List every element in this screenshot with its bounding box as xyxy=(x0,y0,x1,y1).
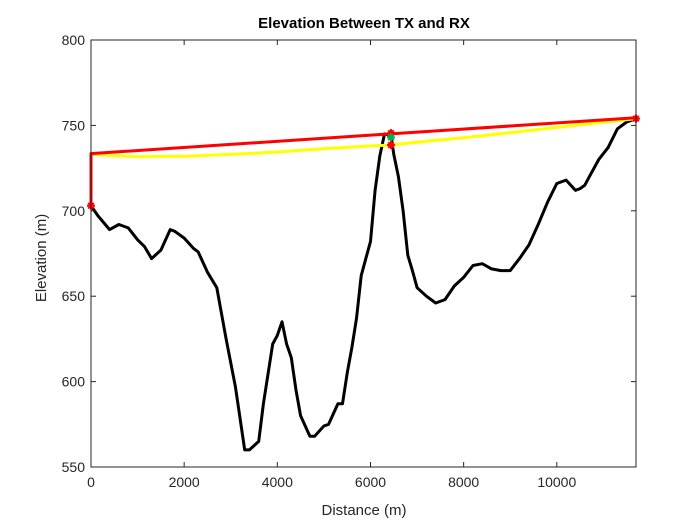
x-tick-label: 4000 xyxy=(262,474,293,490)
x-tick-label: 8000 xyxy=(448,474,479,490)
series-line-1 xyxy=(89,117,638,159)
chart-title: Elevation Between TX and RX xyxy=(258,15,470,32)
series-line-3 xyxy=(89,116,638,156)
x-tick-label: 0 xyxy=(87,474,95,490)
y-tick-label: 600 xyxy=(62,374,86,390)
x-tick-label: 2000 xyxy=(169,474,200,490)
x-tick-label: 10000 xyxy=(537,474,576,490)
marker-4 xyxy=(387,141,395,149)
marker-stroke xyxy=(387,141,395,149)
plot-area xyxy=(87,114,640,452)
y-tick-label: 800 xyxy=(62,32,86,48)
axes-frame xyxy=(90,39,637,468)
x-axis-label: Distance (m) xyxy=(321,502,406,519)
axes: 0 2000 4000 6000 8000 10000 550 600 650 700 750 800 xyxy=(62,32,637,490)
y-tick-label: 750 xyxy=(62,117,86,133)
series-line-0 xyxy=(89,117,638,452)
y-tick-label: 700 xyxy=(62,203,86,219)
y-tick-label: 650 xyxy=(62,288,86,304)
y-axis-label: Elevation (m) xyxy=(33,214,50,302)
y-tick-label: 550 xyxy=(62,459,86,475)
marker-3 xyxy=(387,133,395,142)
marker-stroke xyxy=(387,133,395,141)
x-tick-label: 6000 xyxy=(355,474,386,490)
